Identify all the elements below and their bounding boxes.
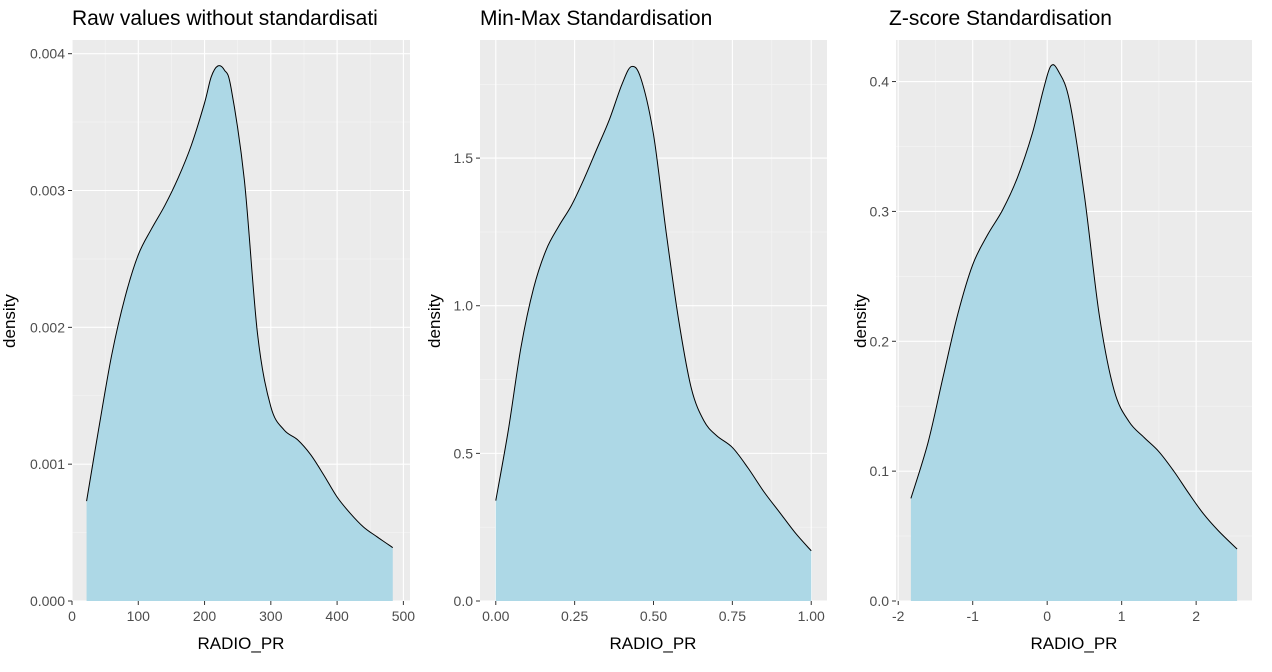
- y-tick-label: 1.0: [454, 298, 474, 314]
- x-tick-label: 0.50: [640, 608, 667, 624]
- y-tick-label: 0.5: [454, 445, 474, 461]
- panel-2-x-axis-label: RADIO_PR: [610, 634, 697, 653]
- x-tick-label: 300: [259, 608, 283, 624]
- x-tick-label: 500: [392, 608, 416, 624]
- panel-3-title: Z-score Standardisation: [889, 7, 1112, 30]
- x-tick-label: 0: [1043, 608, 1051, 624]
- x-tick-label: -2: [892, 608, 905, 624]
- y-tick-label: 0.003: [30, 183, 65, 199]
- panel-1-density-line: [86, 65, 394, 549]
- y-tick-label: 0.001: [30, 456, 65, 472]
- x-tick-label: 1: [1118, 608, 1126, 624]
- panel-2-density-line: [495, 65, 812, 552]
- y-tick-label: 0.0: [454, 593, 474, 609]
- y-tick-label: 1.5: [454, 150, 474, 166]
- panel-1-density-fill: [86, 65, 393, 602]
- y-tick-label: 0.004: [30, 46, 65, 62]
- panel-1: Raw values without standardisati 0 100 200…: [0, 7, 415, 653]
- panel-3-x-axis-label: RADIO_PR: [1031, 634, 1118, 653]
- panel-3: Z-score Standardisation -2 -1 0 1 2 0.0 0.1 0.2…: [851, 7, 1252, 653]
- panel-1-axis-ticks: 0 100 200 300 400 500 0.000 0.001 0.002 0.003 0.00…: [30, 46, 415, 624]
- y-tick-label: 0.3: [870, 203, 890, 219]
- panel-1-y-axis-label: density: [0, 294, 19, 348]
- panel-3-density-line: [910, 64, 1238, 550]
- y-tick-label: 0.4: [870, 74, 890, 90]
- panel-2-y-axis-label: density: [425, 294, 444, 348]
- x-tick-label: 0: [68, 608, 76, 624]
- x-tick-label: 0.00: [482, 608, 509, 624]
- x-tick-label: 2: [1192, 608, 1200, 624]
- y-tick-label: 0.000: [30, 593, 65, 609]
- x-tick-label: 400: [325, 608, 349, 624]
- panel-3-density-fill: [910, 64, 1238, 601]
- y-tick-label: 0.0: [870, 593, 890, 609]
- y-tick-label: 0.002: [30, 319, 65, 335]
- x-tick-label: 200: [193, 608, 217, 624]
- y-tick-label: 0.2: [870, 333, 890, 349]
- panel-3-axis-ticks: -2 -1 0 1 2 0.0 0.1 0.2 0.3 0.4: [870, 74, 1201, 624]
- x-tick-label: 1.00: [798, 608, 825, 624]
- x-tick-label: 100: [127, 608, 151, 624]
- x-tick-label: -1: [966, 608, 979, 624]
- panel-1-title: Raw values without standardisati: [72, 7, 378, 30]
- panel-1-x-axis-label: RADIO_PR: [198, 634, 285, 653]
- x-tick-label: 0.75: [719, 608, 746, 624]
- panel-2-title: Min-Max Standardisation: [480, 7, 712, 30]
- panel-3-y-axis-label: density: [851, 294, 870, 348]
- y-tick-label: 0.1: [870, 463, 890, 479]
- panel-2-axis-ticks: 0.00 0.25 0.50 0.75 1.00 0.0 0.5 1.0 1.5: [454, 150, 826, 624]
- panel-2: Min-Max Standardisation 0.00 0.25 0.50 0.75…: [425, 7, 827, 653]
- x-tick-label: 0.25: [561, 608, 588, 624]
